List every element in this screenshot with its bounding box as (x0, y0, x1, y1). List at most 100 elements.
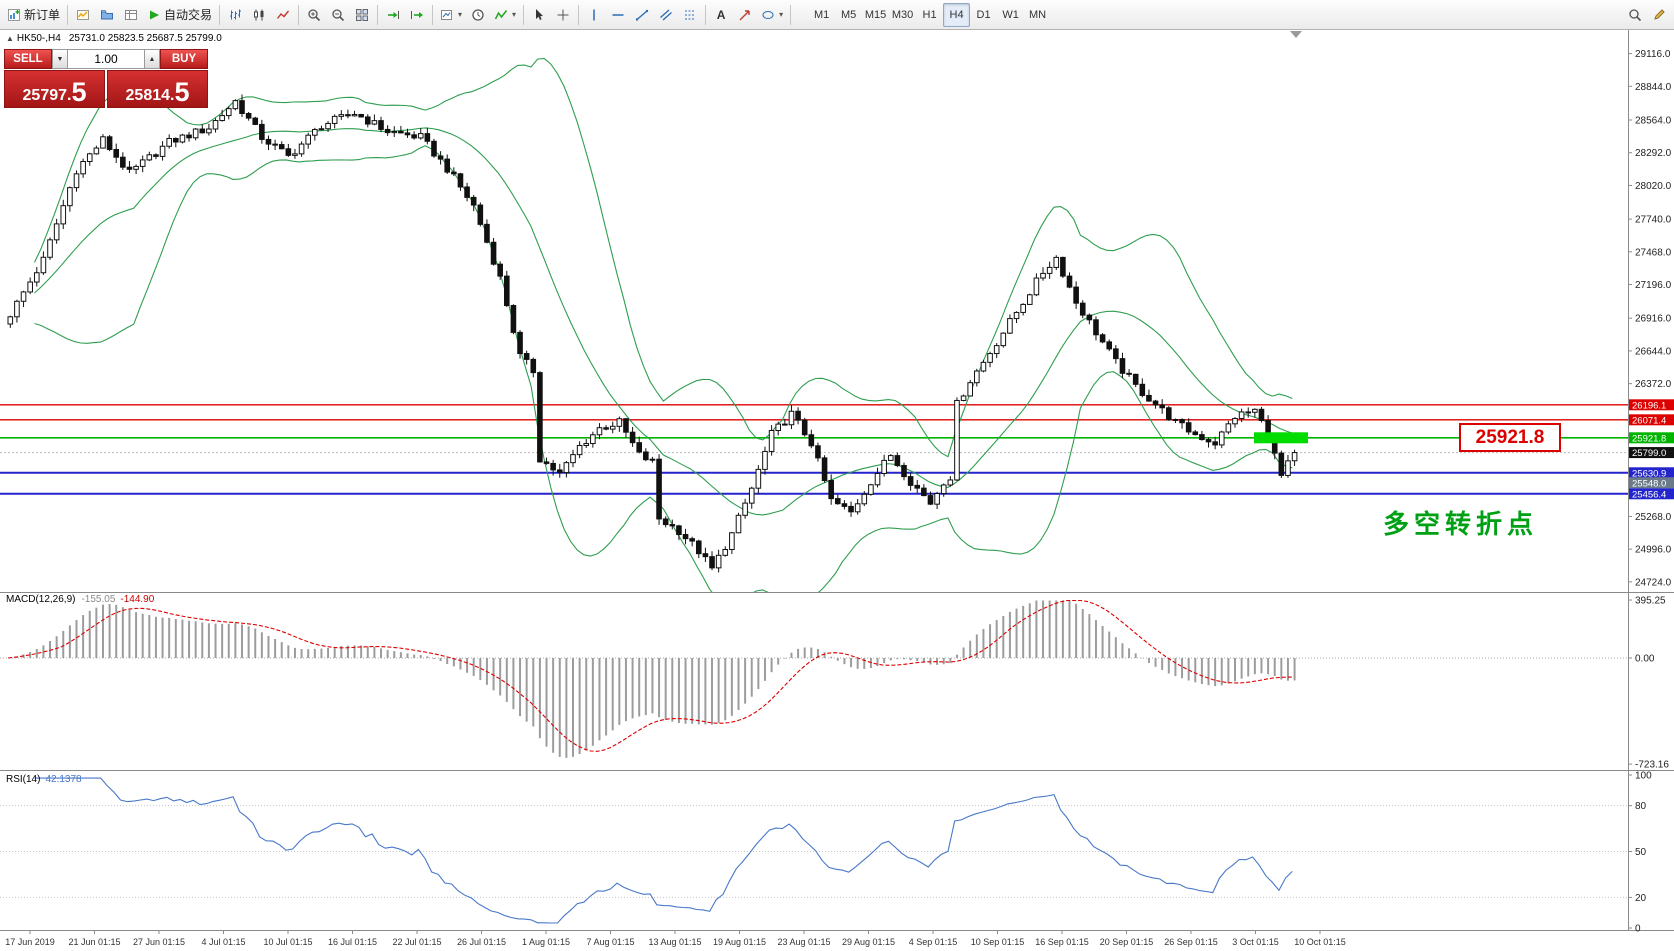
svg-text:28020.0: 28020.0 (1635, 181, 1672, 192)
sell-button-label: SELL (13, 53, 43, 65)
volume-increase-button[interactable]: ▲ (144, 49, 160, 69)
rsi-value: 42.1378 (45, 774, 82, 785)
timeframe-button-h1[interactable]: H1 (922, 8, 937, 21)
arrow-label-button[interactable] (733, 3, 757, 27)
fibonacci-button[interactable] (678, 3, 702, 27)
profiles-button[interactable] (95, 3, 119, 27)
svg-text:26 Jul 01:15: 26 Jul 01:15 (457, 937, 506, 947)
search-icon (1629, 8, 1642, 21)
svg-text:26372.0: 26372.0 (1635, 379, 1672, 390)
main-chart-layer (0, 57, 1628, 592)
auto-scroll-button[interactable] (381, 3, 405, 27)
candlesticks-button[interactable] (247, 3, 271, 27)
rsi-indicator-label: RSI(14) 42.1378 (6, 774, 82, 785)
shapes-button[interactable]: ▾ (757, 3, 787, 27)
svg-text:27 Jun 01:15: 27 Jun 01:15 (133, 937, 185, 947)
channel-button[interactable] (654, 3, 678, 27)
vertical-line-button[interactable] (582, 3, 606, 27)
svg-text:20 Sep 01:15: 20 Sep 01:15 (1100, 937, 1154, 947)
macd-main-value: -155.05 (81, 594, 116, 605)
timeframe-button-mn[interactable]: MN (1029, 8, 1047, 21)
svg-text:27468.0: 27468.0 (1635, 247, 1672, 258)
svg-text:24996.0: 24996.0 (1635, 545, 1672, 556)
candles-layer (7, 94, 1298, 573)
new-order-label: 新订单 (24, 8, 61, 22)
volume-input[interactable] (68, 49, 144, 69)
trendline-button[interactable] (630, 3, 654, 27)
zoom-in-button[interactable] (302, 3, 326, 27)
rsi-layer (0, 777, 1628, 924)
period-button[interactable] (466, 3, 490, 27)
search-button[interactable] (1623, 3, 1647, 27)
bars-button[interactable] (223, 3, 247, 27)
tile-windows-button[interactable] (350, 3, 374, 27)
zoom-in-icon (308, 8, 321, 21)
vertical-line-icon (593, 9, 595, 20)
svg-text:19 Aug 01:15: 19 Aug 01:15 (713, 937, 766, 947)
svg-text:22 Jul 01:15: 22 Jul 01:15 (392, 937, 441, 947)
horizontal-line-icon (612, 13, 624, 16)
text-tool-button[interactable]: A (709, 3, 733, 27)
timeframe-button-w1[interactable]: W1 (1002, 8, 1019, 21)
toolbar-separator (578, 4, 580, 25)
trendline-icon (635, 9, 649, 21)
price-tags-layer: 26196.1 26071.4 25921.8 25799.0 25630.925548… (1629, 399, 1674, 500)
svg-text:100: 100 (1635, 771, 1652, 782)
new-chart-button[interactable] (71, 3, 95, 27)
edit-button[interactable] (1647, 3, 1671, 27)
buy-price-display[interactable]: 25814. 5 (107, 70, 208, 108)
svg-text:80: 80 (1635, 801, 1647, 812)
svg-text:28844.0: 28844.0 (1635, 82, 1672, 93)
svg-text:7 Aug 01:15: 7 Aug 01:15 (586, 937, 634, 947)
timeframe-button-d1[interactable]: D1 (976, 8, 991, 21)
buy-button-label: BUY (171, 53, 197, 65)
bars-icon (230, 9, 242, 19)
macd-name: MACD(12,26,9) (6, 594, 76, 605)
svg-text:395.25: 395.25 (1635, 596, 1666, 607)
svg-text:1 Aug 01:15: 1 Aug 01:15 (522, 937, 570, 947)
sell-price-display[interactable]: 25797. 5 (4, 70, 105, 108)
cursor-button[interactable] (527, 3, 551, 27)
rsi-name: RSI(14) (6, 774, 41, 785)
zoom-out-button[interactable] (326, 3, 350, 27)
timeframe-button-h4[interactable]: H4 (943, 2, 971, 27)
crosshair-button[interactable] (551, 3, 575, 27)
clock-icon (472, 8, 484, 21)
sell-button[interactable]: SELL (4, 49, 52, 69)
data-window-button[interactable] (119, 3, 143, 27)
one-click-trading-panel: SELL ▼ ▲ BUY 25797.5 25814.5 (4, 49, 208, 108)
new-order-button[interactable]: 新订单 (3, 3, 64, 27)
indicators-button[interactable]: ▾ (490, 3, 520, 27)
svg-text:4 Jul 01:15: 4 Jul 01:15 (201, 937, 245, 947)
channel-icon (660, 9, 672, 20)
chart-shift-marker (1290, 31, 1302, 38)
svg-text:28564.0: 28564.0 (1635, 115, 1672, 126)
toolbar-separator (67, 4, 69, 25)
volume-decrease-button[interactable]: ▼ (52, 49, 68, 69)
macd-signal-value: -144.90 (120, 594, 155, 605)
svg-text:0.00: 0.00 (1635, 654, 1655, 665)
autotrading-button[interactable]: 自动交易 (143, 3, 216, 27)
svg-text:16 Jul 01:15: 16 Jul 01:15 (328, 937, 377, 947)
timeframe-button-m30[interactable]: M30 (891, 8, 914, 21)
timeframe-button-m15[interactable]: M15 (864, 8, 887, 21)
symbol-marker-icon: ▲ (6, 34, 14, 43)
chart-shift-button[interactable] (405, 3, 429, 27)
candlesticks-icon (254, 9, 264, 20)
timeframe-button-m5[interactable]: M5 (840, 8, 857, 21)
svg-text:27196.0: 27196.0 (1635, 280, 1672, 291)
axes-layer: 29116.0 28844.0 28564.0 28292.0 28020.0 27740… (0, 30, 1674, 935)
templates-button[interactable]: ▾ (436, 3, 466, 27)
horizontal-line-button[interactable] (606, 3, 630, 27)
templates-icon (441, 9, 453, 20)
line-chart-button[interactable] (271, 3, 295, 27)
svg-text:21 Jun 01:15: 21 Jun 01:15 (68, 937, 120, 947)
svg-text:16 Sep 01:15: 16 Sep 01:15 (1035, 937, 1089, 947)
svg-text:27740.0: 27740.0 (1635, 215, 1672, 226)
macd-layer (0, 599, 1628, 758)
buy-button[interactable]: BUY (160, 49, 208, 69)
toolbar-separator (298, 4, 300, 25)
timeframe-button-m1[interactable]: M1 (813, 8, 830, 21)
level-price-annotation: 25921.8 (1459, 423, 1561, 452)
